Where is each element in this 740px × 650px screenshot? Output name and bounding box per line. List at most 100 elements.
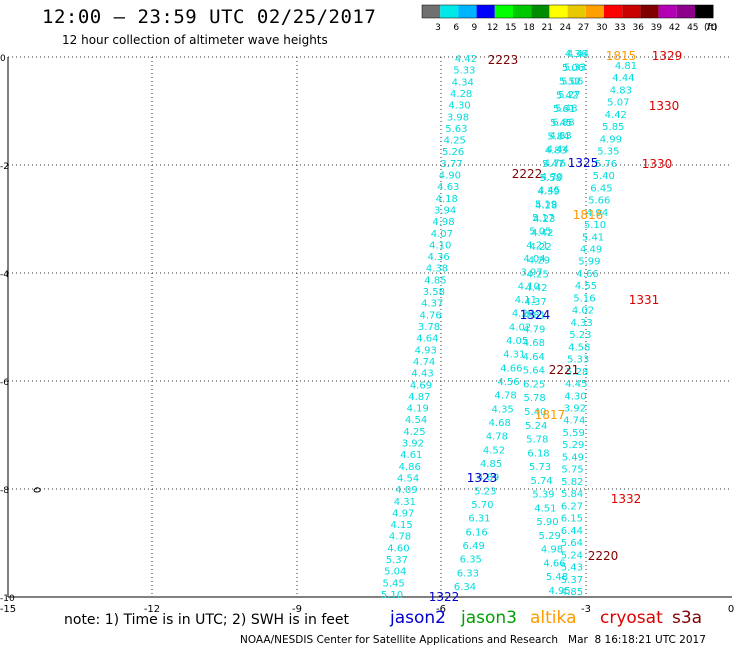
wave-height-value: 5.26 xyxy=(442,147,464,158)
wave-height-value: 5.52 xyxy=(559,77,581,88)
wave-height-value: 6.49 xyxy=(463,541,485,552)
wave-height-value: 4.25 xyxy=(527,269,549,280)
map-title: 12:00 – 23:59 UTC 02/25/2017 xyxy=(42,6,377,28)
legend-tick-label: 6 xyxy=(453,23,459,33)
wave-height-value: 3.92 xyxy=(402,439,424,450)
wave-height-value: 5.84 xyxy=(561,489,583,500)
wave-height-value: 4.09 xyxy=(395,485,417,496)
wave-height-value: 5.24 xyxy=(525,421,547,432)
wave-height-value: 5.63 xyxy=(445,124,467,135)
wave-height-value: 5.41 xyxy=(582,232,604,243)
wave-height-value: 4.28 xyxy=(535,200,557,211)
x-tick-label: -9 xyxy=(292,604,302,615)
legend-tick-label: 24 xyxy=(560,23,572,33)
wave-height-value: 4.81 xyxy=(615,61,637,72)
pass-label: 1331 xyxy=(629,293,660,307)
wave-height-value: 5.61 xyxy=(553,104,575,115)
wave-height-value: 5.75 xyxy=(561,465,583,476)
pass-label: 1332 xyxy=(611,492,642,506)
wave-height-value: 5.37 xyxy=(386,555,408,566)
legend-swatch xyxy=(604,5,623,18)
wave-height-value: 4.31 xyxy=(394,497,416,508)
wave-height-value: 4.58 xyxy=(568,342,590,353)
wave-height-value: 4.36 xyxy=(428,252,450,263)
wave-height-value: 5.59 xyxy=(563,428,585,439)
legend-sat-altika: altika xyxy=(530,608,577,628)
wave-height-value: 4.69 xyxy=(410,380,432,391)
legend-swatch xyxy=(422,5,441,18)
y-tick-label: -2 xyxy=(0,162,9,172)
wave-height-value: 4.66 xyxy=(500,363,522,374)
y-tick-label: -10 xyxy=(0,594,15,604)
wave-height-value: 4.66 xyxy=(543,558,565,569)
wave-height-value: 5.24 xyxy=(561,550,583,561)
wave-height-value: 5.78 xyxy=(523,393,545,404)
wave-height-value: 4.33 xyxy=(571,318,593,329)
wave-height-value: 5.58 xyxy=(540,173,562,184)
legend-swatch xyxy=(622,5,641,18)
legend-sat-jason2: jason2 xyxy=(390,608,446,628)
wave-height-value: 4.74 xyxy=(413,357,435,368)
legend-tick-label: 70 xyxy=(705,23,717,33)
wave-height-value: 4.81 xyxy=(524,311,546,322)
wave-height-value: 4.36 xyxy=(565,49,587,60)
wave-height-value: 4.43 xyxy=(411,369,433,380)
legend-tick-label: 3 xyxy=(435,23,441,33)
legend-tick-label: 18 xyxy=(523,23,535,33)
wave-height-value: 5.07 xyxy=(607,98,629,109)
wave-height-value: 4.74 xyxy=(563,416,585,427)
wave-height-value: 4.34 xyxy=(452,77,474,88)
wave-height-value: 4.42 xyxy=(605,110,627,121)
x-tick-label: -6 xyxy=(436,604,446,615)
wave-height-value: 4.22 xyxy=(529,242,551,253)
legend-swatch xyxy=(695,5,714,18)
wave-height-value: 5.45 xyxy=(382,578,404,589)
wave-height-value: 5.74 xyxy=(531,476,553,487)
wave-height-value: 5.23 xyxy=(474,486,496,497)
wave-height-value: 4.64 xyxy=(416,334,438,345)
wave-height-value: 4.44 xyxy=(567,49,589,60)
wave-height-value: 4.83 xyxy=(549,131,571,142)
wave-height-value: 4.90 xyxy=(439,171,461,182)
wave-height-value: 4.39 xyxy=(537,187,559,198)
wave-height-value: 4.98 xyxy=(541,545,563,556)
wave-height-value: 5.16 xyxy=(573,293,595,304)
wave-height-value: 4.45 xyxy=(538,186,560,197)
wave-height-value: 4.15 xyxy=(391,520,413,531)
wave-height-value: 4.86 xyxy=(399,462,421,473)
pass-label: 1325 xyxy=(568,156,599,170)
wave-height-value: 4.93 xyxy=(415,345,437,356)
x-tick-label: -3 xyxy=(581,604,591,615)
wave-height-value: 4.89 xyxy=(477,473,499,484)
legend-swatch xyxy=(531,5,550,18)
wave-height-value: 4.85 xyxy=(424,275,446,286)
wave-height-value: 4.25 xyxy=(444,136,466,147)
wave-height-value: 5.06 xyxy=(562,63,584,74)
legend-swatch xyxy=(567,5,586,18)
wave-height-value: 4.83 xyxy=(610,85,632,96)
wave-height-value: 5.10 xyxy=(584,220,606,231)
pass-label: 2223 xyxy=(488,53,519,67)
wave-height-value: 4.60 xyxy=(387,543,409,554)
wave-height-value: 4.99 xyxy=(600,134,622,145)
y-tick-label: -6 xyxy=(0,378,9,388)
wave-height-value: 4.28 xyxy=(450,89,472,100)
legend-swatch xyxy=(494,5,513,18)
pass-label: 1330 xyxy=(649,99,680,113)
wave-height-value: 5.33 xyxy=(567,355,589,366)
wave-height-value: 5.10 xyxy=(381,590,403,601)
wave-height-value: 4.97 xyxy=(392,508,414,519)
legend-swatch xyxy=(640,5,659,18)
wave-height-value: 6.35 xyxy=(460,555,482,566)
wave-height-value: 4.78 xyxy=(389,532,411,543)
wave-height-value: 5.85 xyxy=(602,122,624,133)
wave-height-value: 4.07 xyxy=(431,229,453,240)
wave-height-value: 4.30 xyxy=(564,391,586,402)
wave-height-value: 5.23 xyxy=(569,330,591,341)
wave-height-value: 5.82 xyxy=(561,477,583,488)
x-tick-label: -15 xyxy=(0,604,16,615)
wave-height-value: 4.37 xyxy=(421,299,443,310)
legend-tick-label: 36 xyxy=(632,23,644,33)
legend-swatch xyxy=(476,5,495,18)
